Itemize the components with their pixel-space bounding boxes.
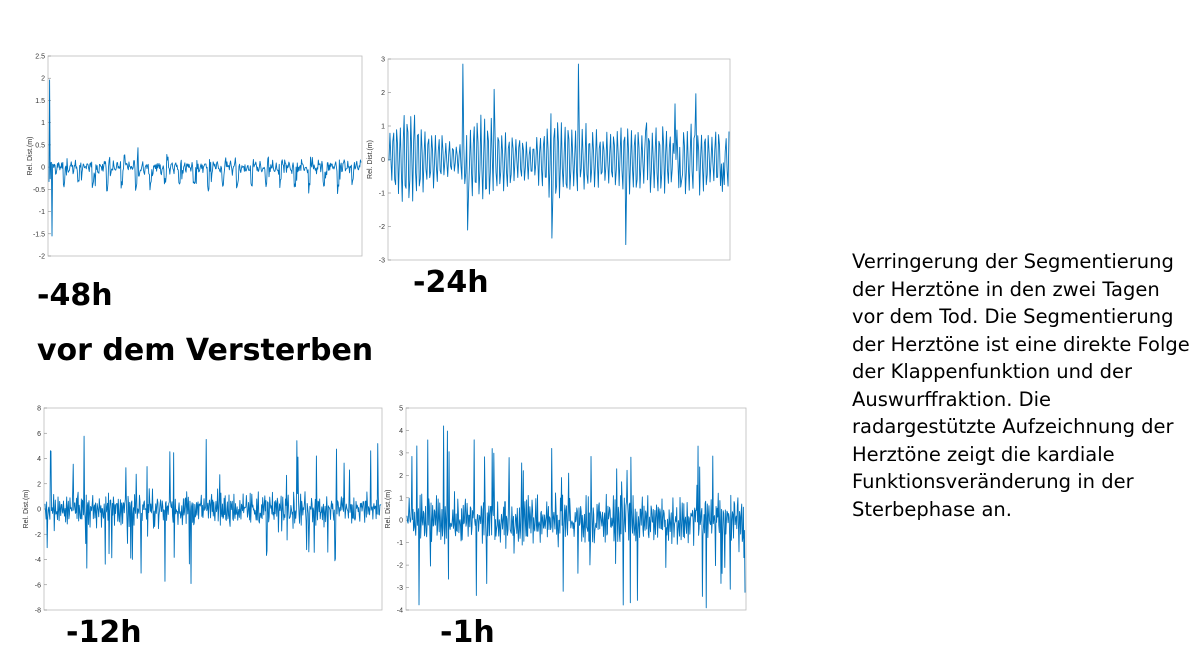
y-tick-label: 6 [37,431,41,438]
chart-1h-svg: 5 4 3 2 1 0 -1 -2 -3 -4 Rel. Dist.(m) [385,406,747,615]
chart-12h: 8 6 4 2 0 -2 -4 -6 -8 Rel. Dist.(m) [20,402,384,615]
y-tick-label: 0 [37,507,41,514]
y-tick-label: -1 [39,209,45,216]
chart-48h-caption: -48h [37,278,113,313]
y-tick-label: -2 [39,254,45,261]
y-tick-label: 1 [41,120,45,127]
y-tick-label: -2 [35,532,41,539]
signal-line [44,435,382,584]
chart-48h-svg: 2.5 2 1.5 1 0.5 0 -0.5 -1 -1.5 -2 Rel. Dist.(m) [27,54,363,261]
y-tick-label: 8 [37,406,41,413]
y-tick-label: 2 [399,473,403,480]
y-tick-label: -2 [379,224,385,231]
chart-24h-caption: -24h [413,265,489,300]
y-tick-label: -3 [379,258,385,265]
signal-line [48,79,362,237]
y-tick-label: -0.5 [33,187,45,194]
signal-line [388,63,730,246]
y-tick-label: 2 [37,481,41,488]
y-tick-label: -4 [397,608,403,615]
y-tick-label: 0.5 [35,142,45,149]
y-tick-label: 0 [41,165,45,172]
description-text: Verringerung der Segmentierung der Herzt… [852,250,1190,521]
y-tick-label: 2 [381,90,385,97]
y-axis-label: Rel. Dist.(m) [27,137,34,176]
y-tick-label: 5 [399,406,403,413]
y-tick-label: 1 [399,495,403,502]
plot-frame [47,55,363,257]
plot-frame [405,407,747,611]
chart-1h-caption: -1h [440,615,495,650]
y-tick-label: 1.5 [35,98,45,105]
y-tick-label: 2 [41,76,45,83]
y-tick-label: 0 [399,518,403,525]
y-tick-label: -1 [397,540,403,547]
y-axis-label: Rel. Dist.(m) [367,140,374,179]
y-tick-label: -3 [397,585,403,592]
y-tick-label: -1 [379,191,385,198]
chart-24h-svg: 3 2 1 0 -1 -2 -3 Rel. Dist.(m) [367,57,731,265]
slide-subtitle: vor dem Versterben [37,333,374,368]
y-axis-label: Rel. Dist.(m) [23,490,30,529]
signal-line [406,425,746,609]
y-tick-label: -2 [397,563,403,570]
chart-48h: 2.5 2 1.5 1 0.5 0 -0.5 -1 -1.5 -2 Rel. Dist.(m) [22,48,364,263]
y-axis-label: Rel. Dist.(m) [385,490,392,529]
y-tick-label: -8 [35,608,41,615]
y-tick-label: -4 [35,557,41,564]
y-tick-label: -1.5 [33,231,45,238]
chart-12h-caption: -12h [66,615,142,650]
y-tick-label: 4 [37,456,41,463]
y-tick-label: 3 [399,450,403,457]
y-tick-label: 0 [381,157,385,164]
y-tick-label: 1 [381,124,385,131]
y-tick-label: 2.5 [35,54,45,61]
y-tick-label: -6 [35,582,41,589]
y-tick-label: 4 [399,428,403,435]
chart-24h: 3 2 1 0 -1 -2 -3 Rel. Dist.(m) [367,52,734,265]
chart-12h-svg: 8 6 4 2 0 -2 -4 -6 -8 Rel. Dist.(m) [23,406,383,615]
chart-1h: 5 4 3 2 1 0 -1 -2 -3 -4 Rel. Dist.(m) [385,402,748,615]
y-tick-label: 3 [381,57,385,64]
